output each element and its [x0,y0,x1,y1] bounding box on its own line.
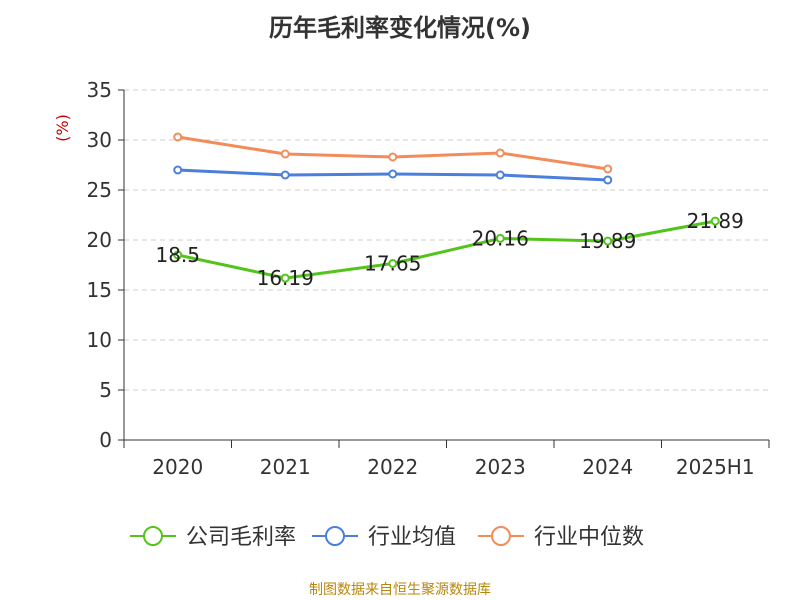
chart-title: 历年毛利率变化情况(%) [269,14,531,42]
data-point [603,236,613,246]
y-tick-label: 30 [87,128,112,152]
y-axis-label: (%) [53,114,72,142]
y-tick-label: 5 [99,378,112,402]
gridlines [124,89,769,391]
x-tick-label: 2024 [582,455,633,479]
legend-item[interactable]: 公司毛利率 [130,525,296,550]
data-label: 17.65 [364,252,421,276]
x-tick-label: 2025H1 [676,455,755,479]
y-tick-label: 25 [87,178,112,202]
legend-label: 行业中位数 [534,525,644,550]
legend-marker [143,526,163,546]
data-point [388,152,398,162]
data-point [495,233,505,243]
data-labels: 18.5 16.19 17.65 20.16 19.89 21.89 [155,209,743,290]
source-footer: 制图数据来自恒生聚源数据库 [309,582,491,598]
x-tick-label: 2021 [260,455,311,479]
legend-marker [325,526,345,546]
y-tick-label: 10 [87,328,112,352]
data-point [603,164,613,174]
y-tick-label: 20 [87,228,112,252]
data-point [710,216,720,226]
legend-item[interactable]: 行业中位数 [478,525,644,550]
data-point [280,149,290,159]
legend-label: 行业均值 [368,525,456,550]
data-point [280,273,290,283]
data-point [388,259,398,268]
legend-label: 公司毛利率 [186,525,296,550]
data-label: 20.16 [472,226,529,250]
data-label: 18.5 [155,243,200,267]
axes: 0 5 10 15 20 25 30 35 2020 2021 2022 2023 2024 2025H1… [53,78,770,479]
legend[interactable]: 公司毛利率 行业均值 行业中位数 [130,525,644,550]
data-label: 16.19 [257,266,314,290]
data-point [603,175,613,185]
legend-marker [491,526,511,546]
data-label: 21.89 [687,209,744,233]
data-point [280,170,290,180]
data-point [495,148,505,158]
data-point [173,165,183,175]
series-line-0 [176,219,717,280]
data-point [495,170,505,180]
y-tick-label: 35 [87,78,112,102]
series-group [173,132,720,283]
x-tick-label: 2020 [152,455,203,479]
legend-item[interactable]: 行业均值 [312,525,456,550]
x-tick-label: 2022 [367,455,418,479]
data-point [173,250,183,260]
y-tick-label: 15 [87,278,112,302]
y-tick-label: 0 [99,428,112,452]
data-point [388,169,398,179]
data-point [173,132,183,142]
data-label: 19.89 [579,229,636,253]
x-tick-label: 2023 [475,455,526,479]
